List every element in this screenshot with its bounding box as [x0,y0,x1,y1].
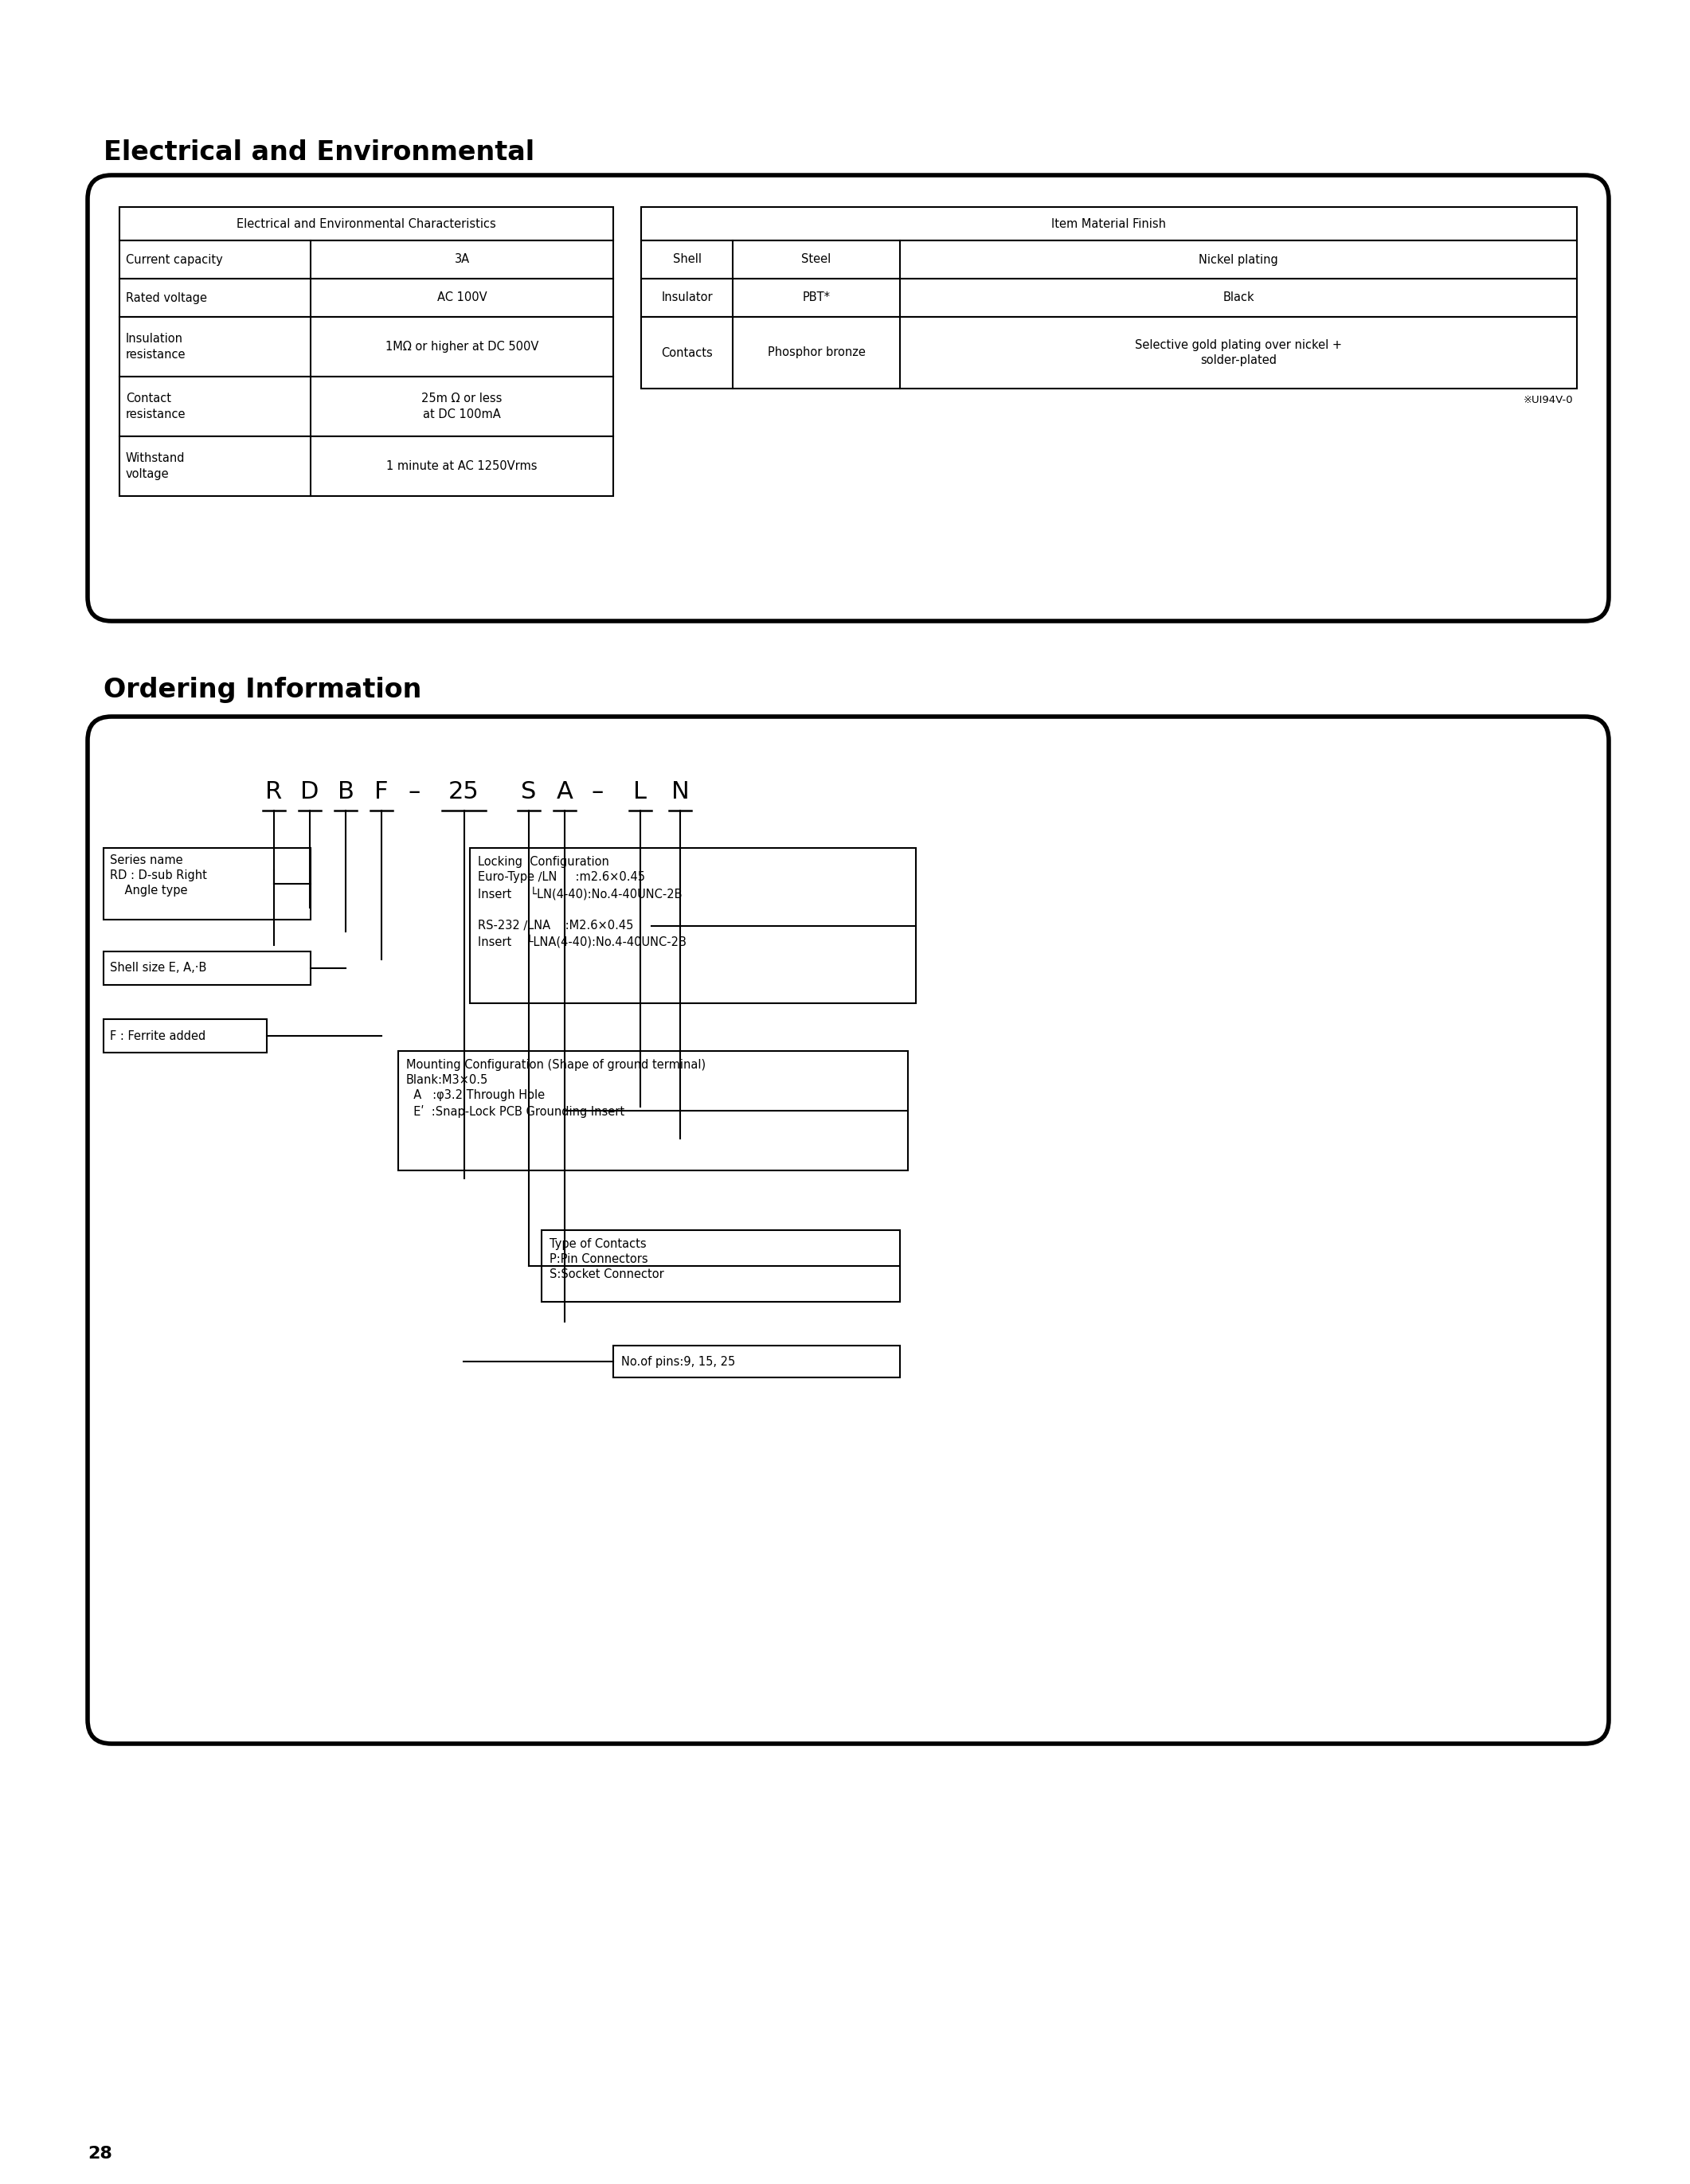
Text: B: B [338,780,353,804]
Text: AC 100V: AC 100V [438,293,487,304]
Bar [120,437,613,496]
FancyBboxPatch shape [88,175,1609,620]
FancyBboxPatch shape [88,716,1609,1743]
Bar [641,317,1577,389]
Text: R: R [265,780,282,804]
Bar [613,1345,901,1378]
Text: Ordering Information: Ordering Information [103,677,421,703]
Text: Insulation
resistance: Insulation resistance [125,334,186,360]
Bar [470,847,916,1002]
Text: 25m Ω or less
at DC 100mA: 25m Ω or less at DC 100mA [421,393,502,419]
Text: 1MΩ or higher at DC 500V: 1MΩ or higher at DC 500V [385,341,539,354]
Bar [120,317,613,376]
Text: Steel: Steel [801,253,831,266]
Text: Shell size E, A,·B: Shell size E, A,·B [110,963,206,974]
Bar [103,847,311,919]
Text: Contact
resistance: Contact resistance [125,393,186,419]
Text: A: A [556,780,573,804]
Bar [399,1051,908,1171]
Text: –: – [407,780,421,804]
Text: D: D [301,780,319,804]
Text: Item Material Finish: Item Material Finish [1051,218,1166,229]
Text: Selective gold plating over nickel +
solder-plated: Selective gold plating over nickel + sol… [1136,339,1342,367]
Text: Electrical and Environmental: Electrical and Environmental [103,140,534,166]
Bar [641,280,1577,317]
Text: L: L [634,780,647,804]
Bar [541,1230,901,1302]
Bar [120,207,613,240]
Bar [103,1020,267,1053]
Text: Electrical and Environmental Characteristics: Electrical and Environmental Characteris… [237,218,497,229]
Text: Black: Black [1222,293,1254,304]
Text: Type of Contacts
P:Pin Connectors
S:Socket Connector: Type of Contacts P:Pin Connectors S:Sock… [549,1238,664,1280]
Text: Withstand
voltage: Withstand voltage [125,452,186,480]
Text: 28: 28 [88,2147,112,2162]
Bar [103,952,311,985]
Bar [120,240,613,280]
Text: F : Ferrite added: F : Ferrite added [110,1031,206,1042]
Text: F: F [375,780,389,804]
Bar [641,240,1577,280]
Bar [120,376,613,437]
Text: 25: 25 [448,780,480,804]
Bar [641,207,1577,240]
Text: 1 minute at AC 1250Vrms: 1 minute at AC 1250Vrms [387,461,537,472]
Text: Mounting Configuration (Shape of ground terminal)
Blank:M3×0.5
  A   :φ3.2 Throu: Mounting Configuration (Shape of ground … [406,1059,706,1118]
Text: N: N [671,780,690,804]
Text: –: – [591,780,603,804]
Bar [120,280,613,317]
Text: Phosphor bronze: Phosphor bronze [767,347,865,358]
Text: Nickel plating: Nickel plating [1198,253,1278,266]
Text: S: S [521,780,536,804]
Text: Contacts: Contacts [661,347,713,358]
Text: Shell: Shell [673,253,701,266]
Text: PBT*: PBT* [803,293,830,304]
Text: Series name
RD : D-sub Right
    Angle type: Series name RD : D-sub Right Angle type [110,854,206,898]
Text: Insulator: Insulator [661,293,713,304]
Text: No.of pins:9, 15, 25: No.of pins:9, 15, 25 [622,1356,735,1367]
Text: 3A: 3A [455,253,470,266]
Text: Locking  Configuration
Euro-Type ∕LN     :m2.6×0.45
Insert     └LN(4-40):No.4-40: Locking Configuration Euro-Type ∕LN :m2.… [478,856,686,948]
Text: ※UI94V-0: ※UI94V-0 [1523,395,1573,406]
Text: Current capacity: Current capacity [125,253,223,266]
Text: Rated voltage: Rated voltage [125,293,208,304]
